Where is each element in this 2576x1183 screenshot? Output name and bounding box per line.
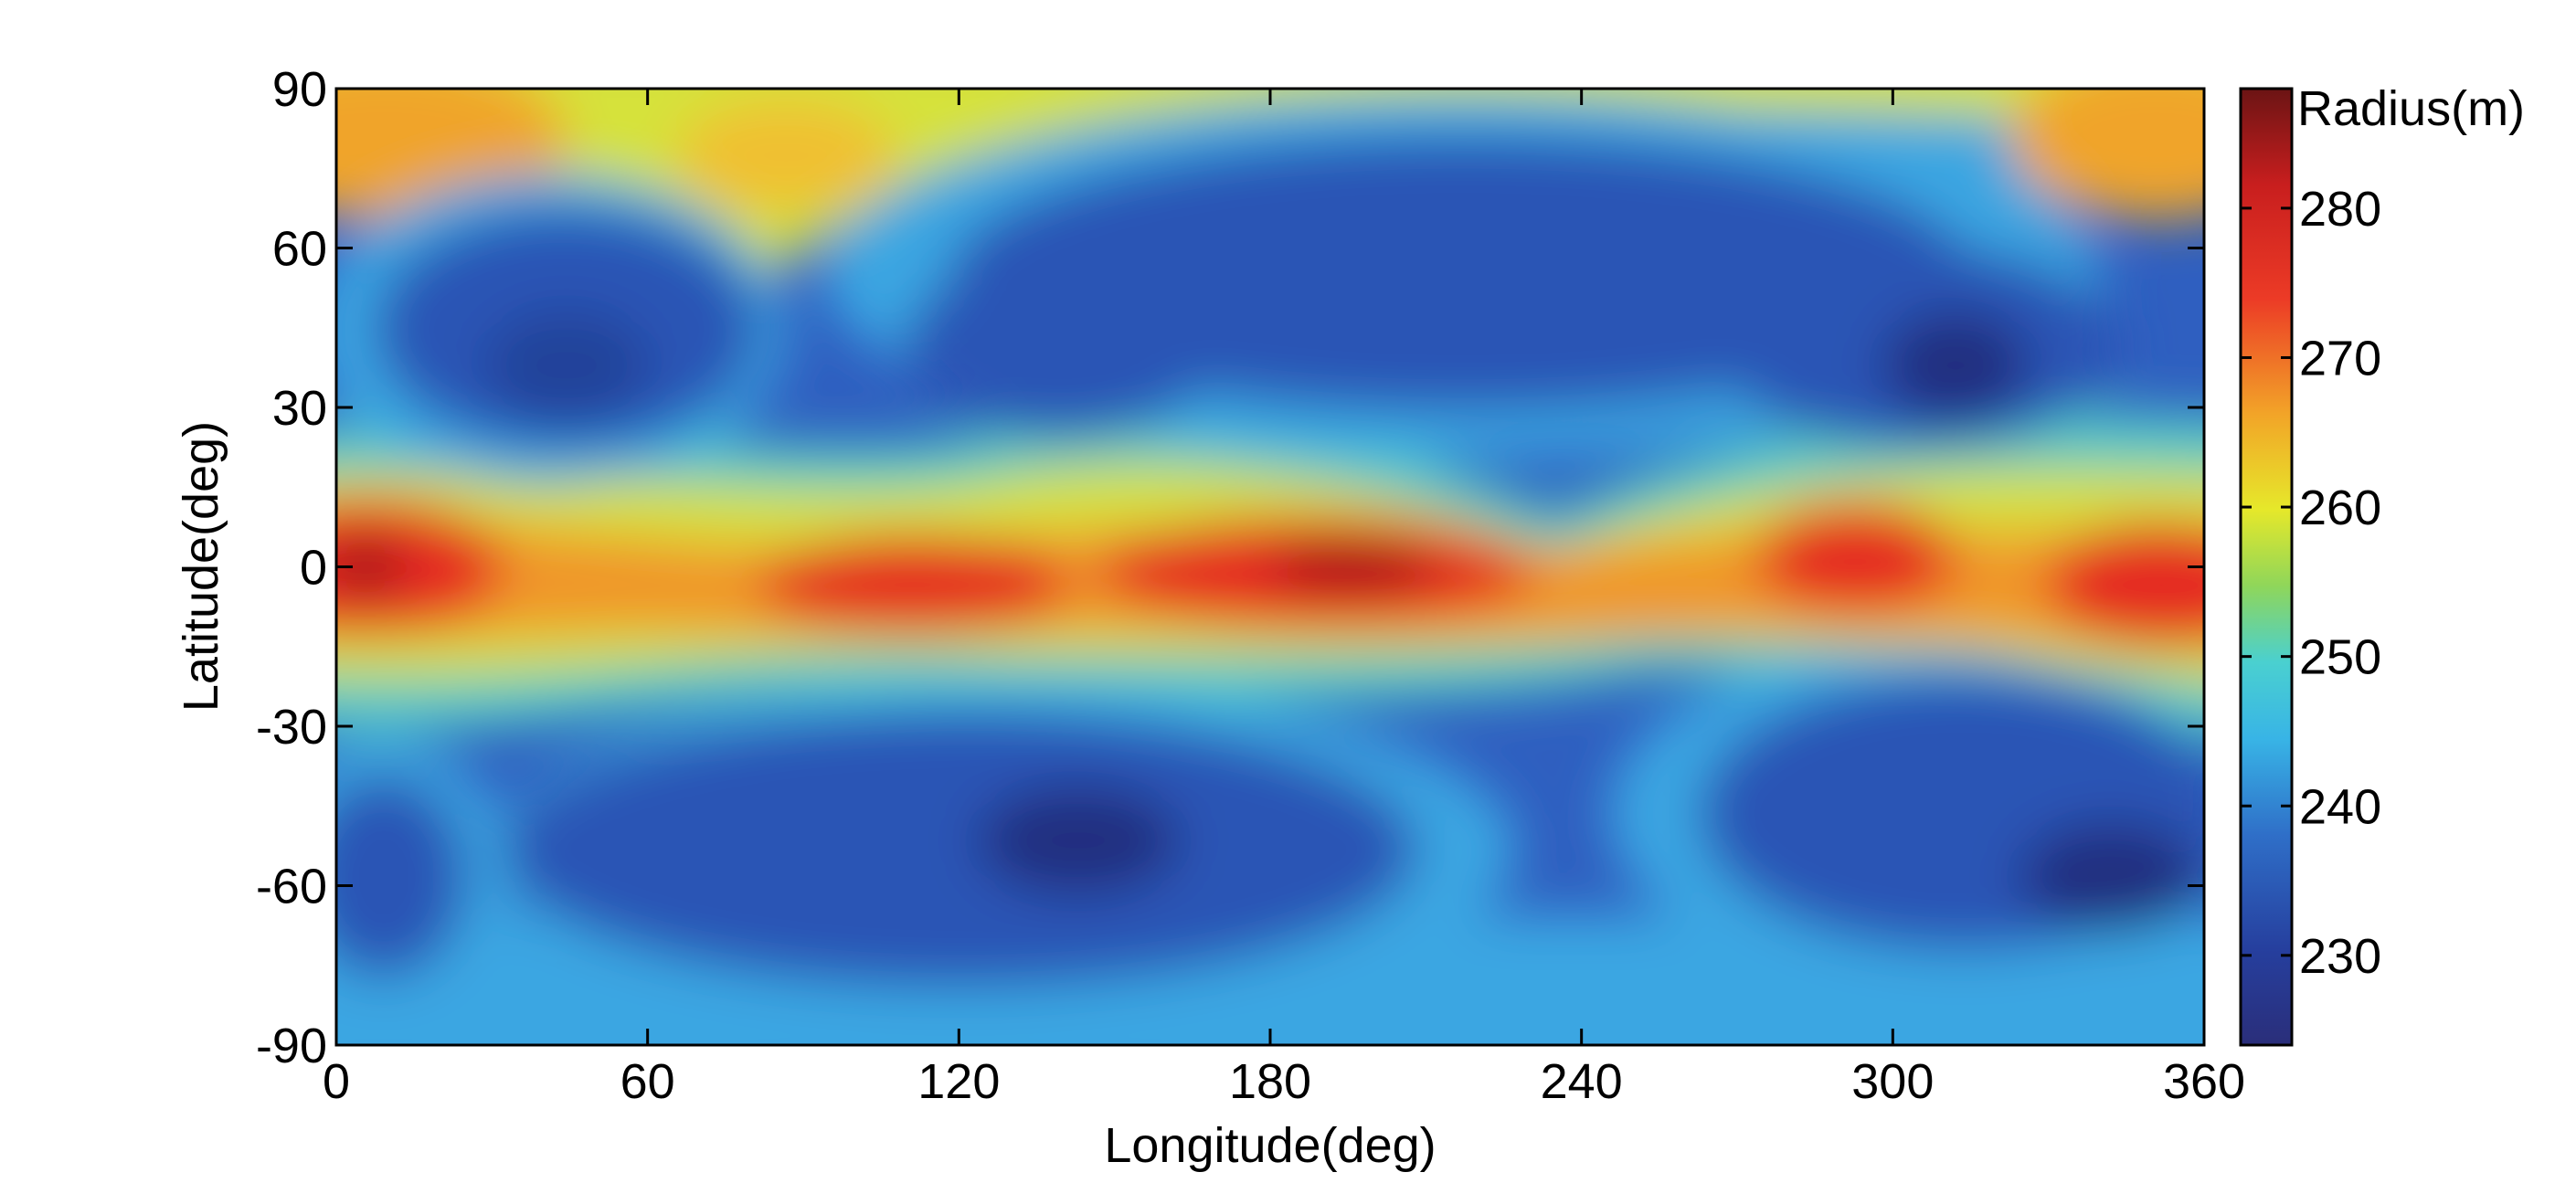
y-tick-label: -30 [256, 700, 327, 755]
colorbar-tick-label: 250 [2299, 630, 2381, 685]
colorbar-tick-label: 230 [2299, 929, 2381, 984]
y-tick-label: 0 [300, 541, 327, 596]
x-axis-title: Longitude(deg) [1104, 1118, 1436, 1173]
x-tick-label: 0 [323, 1054, 350, 1109]
x-tick-label: 120 [917, 1054, 1000, 1109]
colorbar-tick-label: 260 [2299, 481, 2381, 535]
y-tick-label: 30 [272, 381, 327, 436]
y-axis-title: Latitude(deg) [174, 421, 228, 712]
x-axis-ticks: 0 60 120 180 240 300 360 [323, 89, 2245, 1109]
colorbar-title: Radius(m) [2297, 81, 2525, 136]
field-shapes [336, 89, 2204, 1045]
y-axis-ticks: 90 60 30 0 -30 -60 -90 [256, 62, 2204, 1073]
y-tick-label: 60 [272, 222, 327, 277]
y-tick-label: -60 [256, 860, 327, 914]
colorbar-tick-label: 240 [2299, 779, 2381, 834]
x-tick-label: 360 [2163, 1054, 2245, 1109]
heatmap-field [336, 89, 2204, 1045]
colorbar-tick-label: 280 [2299, 182, 2381, 237]
colorbar: Radius(m) 230 240 250 260 270 280 [2239, 81, 2525, 1047]
y-tick-label: 90 [272, 62, 327, 117]
x-tick-label: 180 [1229, 1054, 1311, 1109]
y-tick-label: -90 [256, 1019, 327, 1073]
x-tick-label: 300 [1851, 1054, 1934, 1109]
x-tick-label: 240 [1541, 1054, 1623, 1109]
colorbar-gradient [2241, 89, 2292, 1045]
colorbar-ticks: 230 240 250 260 270 280 [2241, 182, 2381, 984]
colorbar-tick-label: 270 [2299, 331, 2381, 386]
x-tick-label: 60 [620, 1054, 675, 1109]
colorbar-frame [2239, 87, 2294, 1047]
